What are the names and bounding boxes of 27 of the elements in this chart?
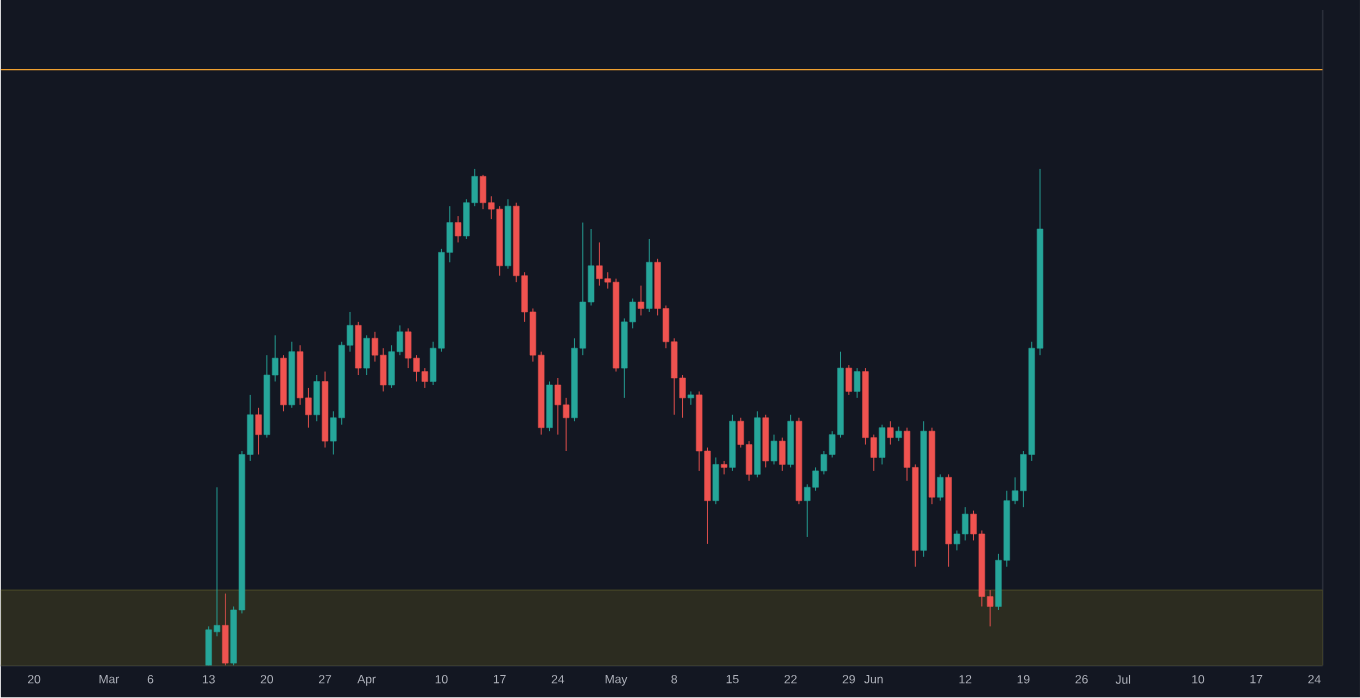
candlestick (280, 354, 287, 412)
candlestick (454, 215, 462, 244)
candlestick (853, 367, 861, 399)
candlestick (405, 328, 412, 369)
candlestick (878, 424, 886, 466)
candlestick (546, 381, 553, 432)
candlestick (720, 460, 728, 476)
candlestick (554, 377, 562, 436)
candlestick (313, 374, 320, 422)
candlestick (762, 414, 769, 469)
candlestick (729, 414, 736, 472)
candlestick (779, 437, 786, 472)
candlestick (222, 593, 229, 666)
candlestick (687, 391, 695, 406)
candlestick (937, 474, 944, 502)
candlestick (596, 242, 603, 287)
candlestick (845, 364, 852, 396)
candlestick (712, 457, 719, 505)
candlestick (887, 420, 894, 446)
candlestick (479, 174, 487, 210)
candlestick (770, 434, 778, 466)
candlestick (637, 285, 645, 317)
candlestick (355, 321, 362, 376)
candlestick (255, 407, 262, 456)
candlestick (363, 335, 370, 376)
candlestick (646, 238, 653, 313)
candlestick (787, 414, 794, 469)
